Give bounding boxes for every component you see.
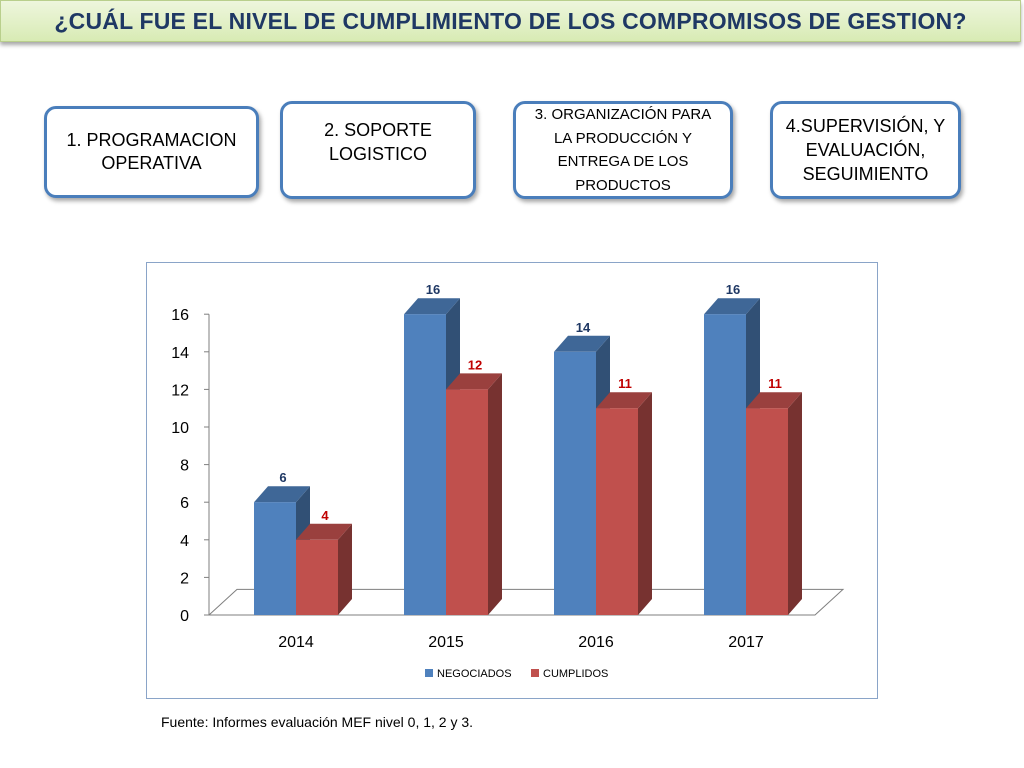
box-label: 1. PROGRAMACION OPERATIVA [66, 130, 237, 173]
bar-top [404, 298, 460, 315]
y-tick-label: 2 [180, 570, 189, 587]
legend-swatch [425, 669, 433, 677]
title-banner: ¿CUÁL FUE EL NIVEL DE CUMPLIMIENTO DE LO… [0, 0, 1021, 42]
bar-top [446, 373, 502, 390]
legend-swatch [531, 669, 539, 677]
y-tick-label: 10 [171, 420, 189, 437]
y-tick-label: 14 [171, 345, 189, 362]
data-label: 12 [468, 357, 482, 372]
bar-negociados [254, 502, 296, 615]
bar-top [554, 335, 610, 352]
data-label: 11 [618, 376, 632, 391]
data-label: 6 [279, 470, 286, 485]
x-tick-label: 2015 [428, 634, 464, 651]
bar-top [254, 486, 310, 503]
box-soporte-logistico: 2. SOPORTE LOGISTICO [280, 101, 476, 199]
box-label: 3. ORGANIZACIÓN PARA LA PRODUCCIÓN Y ENT… [534, 106, 712, 194]
bar-cumplidos [446, 389, 488, 615]
bar-side [338, 523, 352, 615]
y-tick-label: 16 [171, 307, 189, 324]
bar-side [638, 392, 652, 615]
x-tick-label: 2014 [278, 634, 314, 651]
x-tick-label: 2017 [728, 634, 764, 651]
source-note: Fuente: Informes evaluación MEF nivel 0,… [161, 714, 474, 730]
bar-side [788, 392, 802, 615]
bar-cumplidos [746, 408, 788, 615]
data-label: 4 [321, 508, 329, 523]
bar-chart: 0 2 4 6 8 10 12 14 16 2014 6 4 2015 16 12 2016 14 11 2017 1… [171, 282, 845, 680]
y-tick-label: 6 [180, 495, 189, 512]
legend-label: CUMPLIDOS [543, 668, 608, 680]
data-label: 16 [426, 282, 440, 297]
bar-top [296, 523, 352, 540]
y-tick-label: 8 [180, 458, 189, 475]
page-title: ¿CUÁL FUE EL NIVEL DE CUMPLIMIENTO DE LO… [54, 7, 967, 34]
y-tick-label: 4 [180, 533, 189, 550]
bar-side [488, 373, 502, 615]
y-tick-label: 0 [180, 608, 189, 625]
bar-top [704, 298, 760, 315]
box-label: 2. SOPORTE LOGISTICO [324, 120, 432, 164]
x-tick-label: 2016 [578, 634, 614, 651]
data-label: 14 [576, 320, 591, 335]
legend-label: NEGOCIADOS [437, 668, 512, 680]
box-organizacion-produccion: 3. ORGANIZACIÓN PARA LA PRODUCCIÓN Y ENT… [513, 101, 733, 199]
bar-cumplidos [596, 408, 638, 615]
bar-negociados [404, 314, 446, 615]
box-label: 4.SUPERVISIÓN, Y EVALUACIÓN, SEGUIMIENTO [785, 116, 946, 184]
data-label: 16 [726, 282, 740, 297]
chart-frame: 0 2 4 6 8 10 12 14 16 2014 6 4 2015 16 12 2016 14 11 2017 1… [146, 262, 878, 699]
box-programacion-operativa: 1. PROGRAMACION OPERATIVA [44, 106, 259, 198]
bar-negociados [704, 314, 746, 615]
bar-top [746, 392, 802, 409]
data-label: 11 [768, 376, 782, 391]
y-tick-label: 12 [171, 382, 189, 399]
bar-cumplidos [296, 539, 338, 615]
bar-negociados [554, 351, 596, 615]
bar-top [596, 392, 652, 409]
box-supervision-evaluacion: 4.SUPERVISIÓN, Y EVALUACIÓN, SEGUIMIENTO [770, 101, 961, 199]
